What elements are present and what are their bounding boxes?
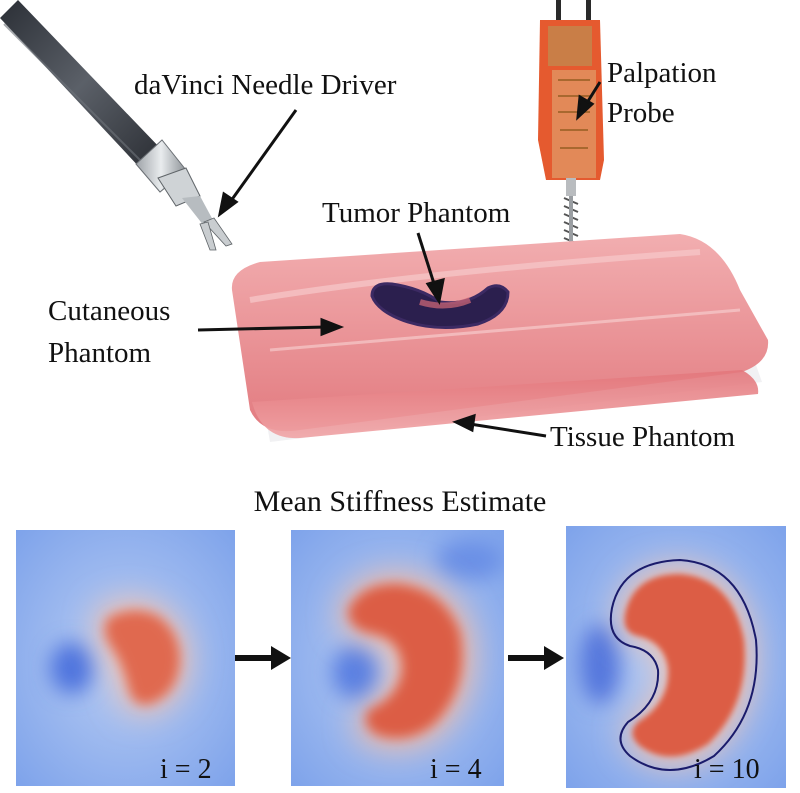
needle-driver-instrument [0,0,233,251]
panel-label-i4: i = 4 [430,754,482,785]
label-palpation-probe-line1: Palpation [607,57,717,89]
arrow-tissue-phantom [452,413,547,438]
label-palpation-probe-line2: Probe [607,97,675,129]
label-cutaneous-phantom-line2: Phantom [48,337,152,369]
gel-phantom-block [231,234,769,442]
stiffness-map-i10 [566,526,786,788]
label-cutaneous-phantom-line1: Cutaneous [48,295,171,327]
arrow-cutaneous-phantom [197,317,345,337]
arrow-panel-2-to-3 [508,646,564,670]
panel-label-i10: i = 10 [694,754,760,785]
progression-arrows [235,646,564,670]
label-needle-driver: daVinci Needle Driver [134,69,397,101]
arrow-tumor-phantom [416,232,445,305]
arrow-panel-1-to-2 [235,646,291,670]
arrow-palpation-probe [576,81,602,121]
figure-title: Mean Stiffness Estimate [253,485,547,518]
callout-arrows [197,81,602,438]
stiffness-map-i4 [291,530,504,786]
label-tumor-phantom: Tumor Phantom [322,197,511,229]
panel-label-i2: i = 2 [160,754,212,785]
label-tissue-phantom: Tissue Phantom [550,421,736,453]
tumor-boundary-outline [609,558,758,771]
arrow-needle-driver [217,109,298,218]
stiffness-map-i2 [16,530,235,786]
